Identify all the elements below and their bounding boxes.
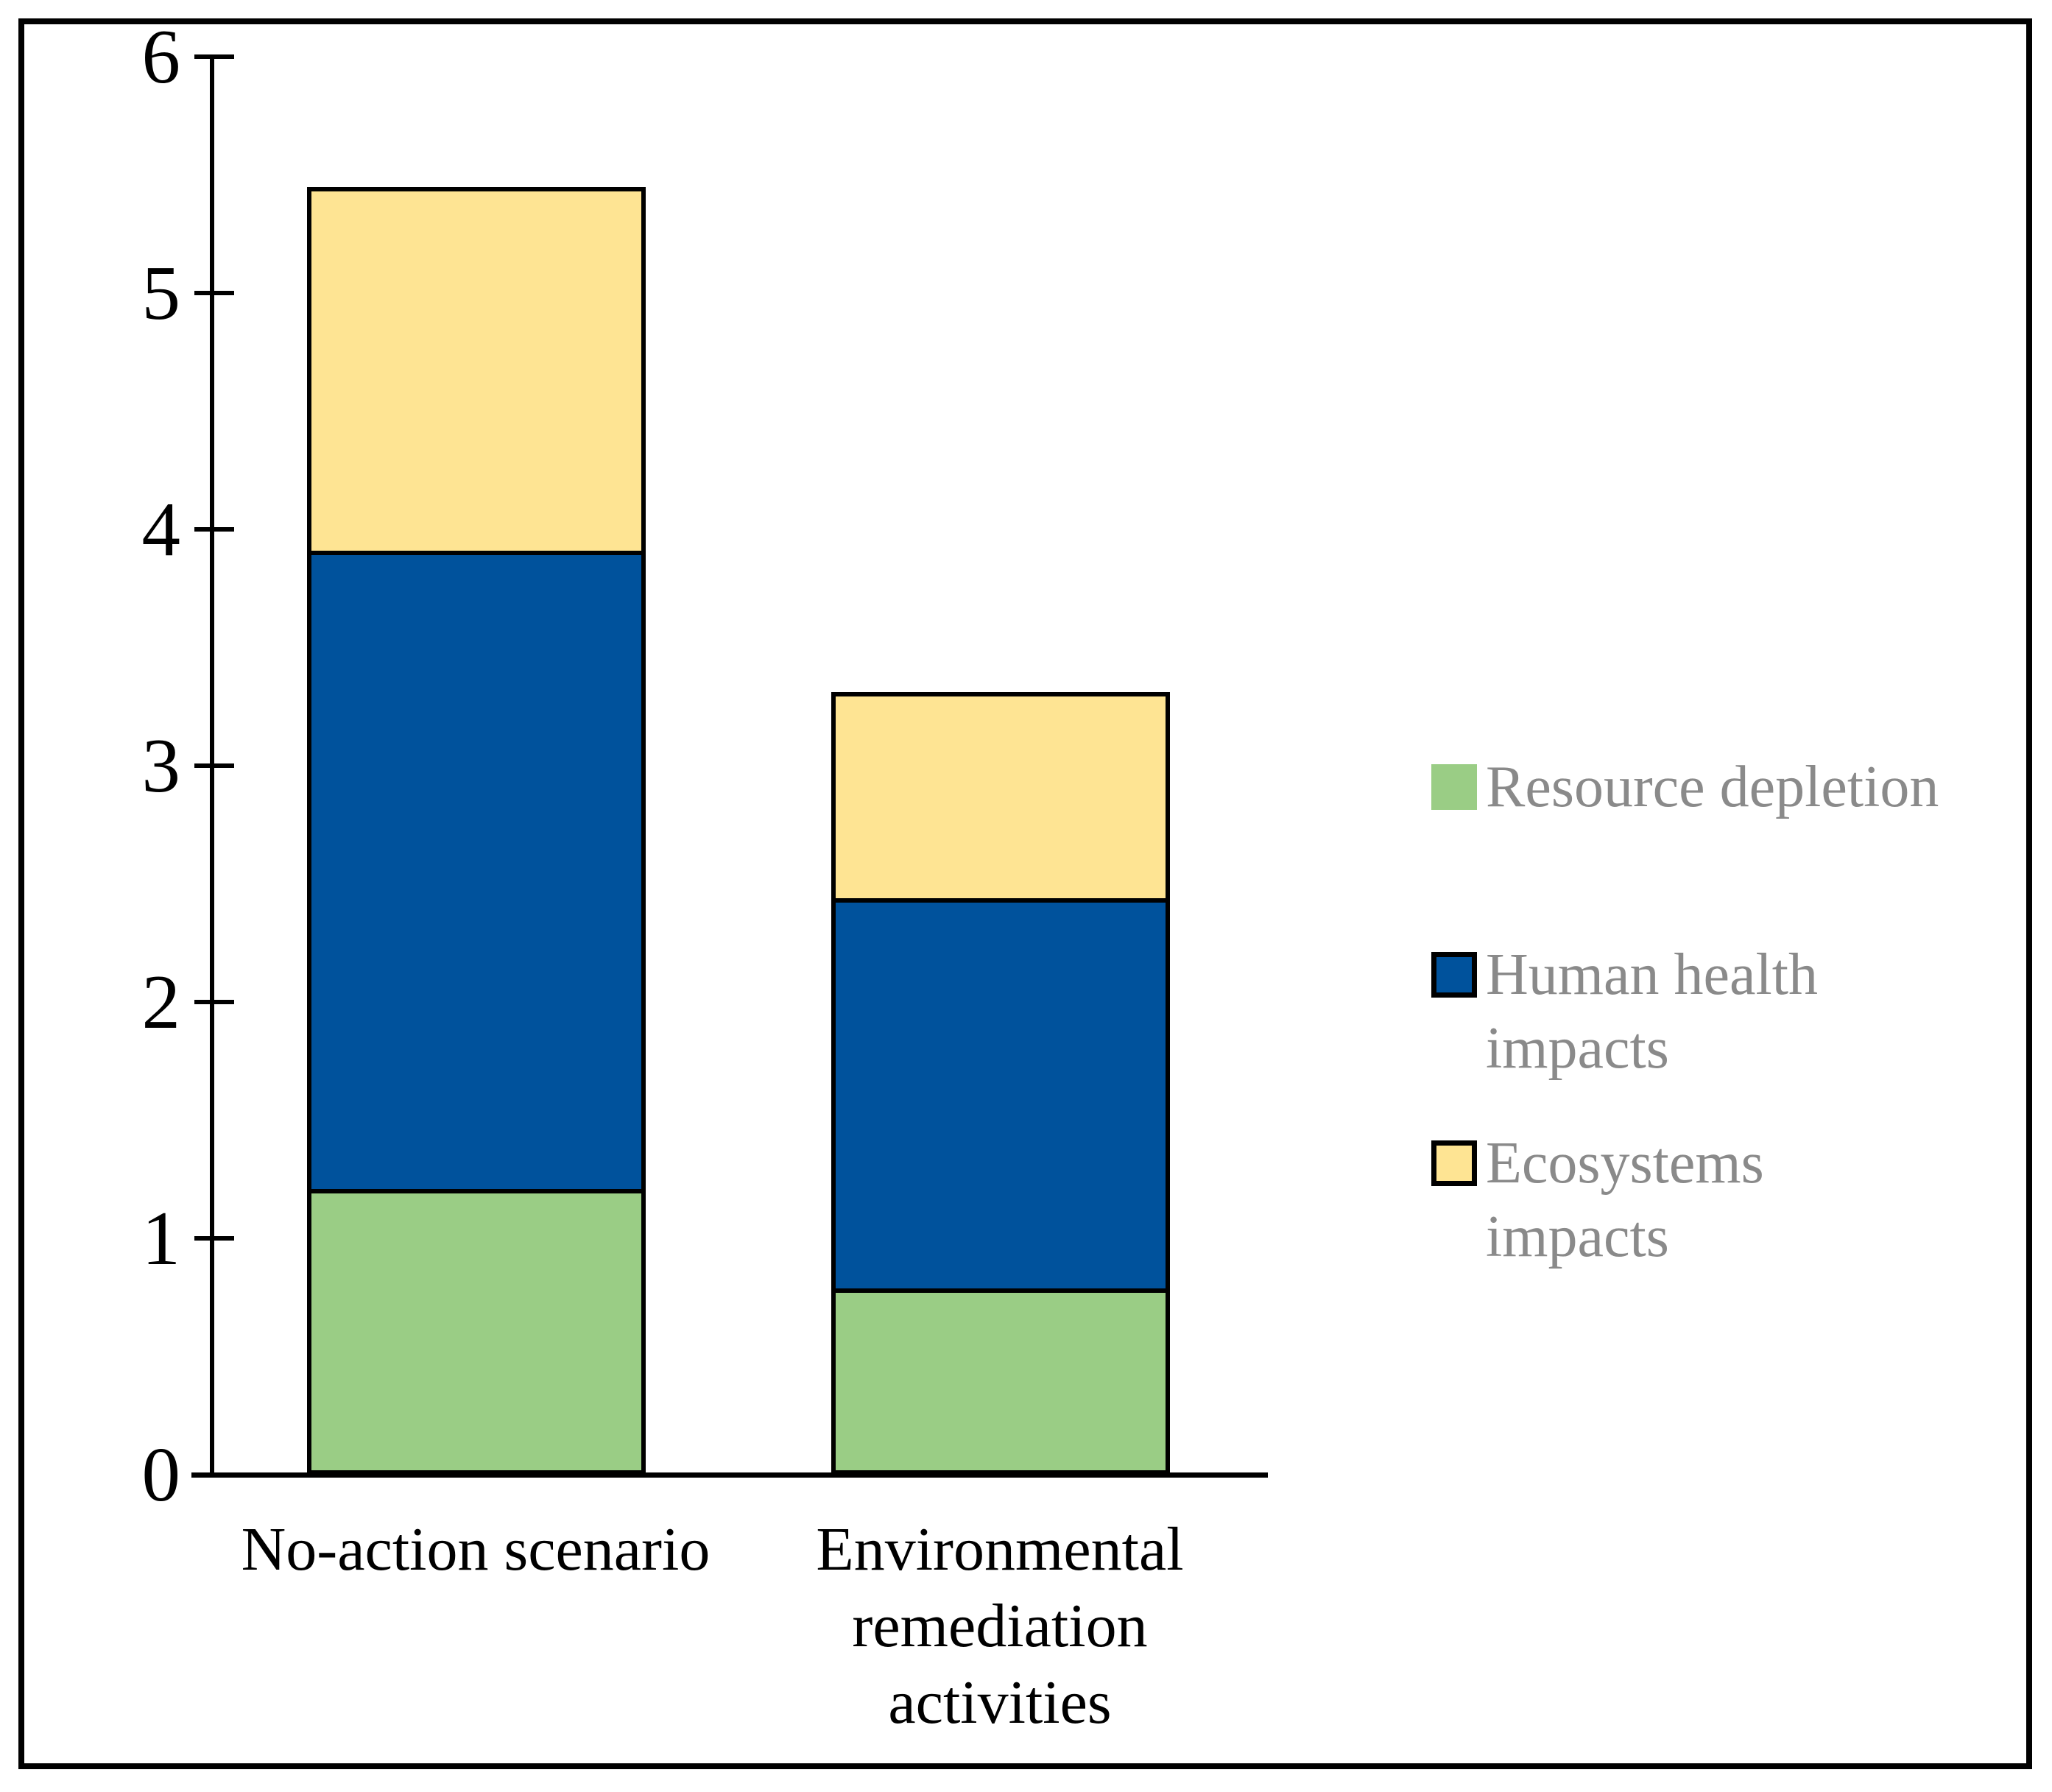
legend-label-ecosystems-impacts: Ecosystems impacts — [1486, 1131, 1764, 1269]
bar-segment-human-health-impacts — [307, 553, 646, 1191]
bar-segment-separator — [307, 551, 646, 556]
bar-outline — [831, 692, 1170, 1475]
legend-entry-human-health-impacts: Human health impacts — [1431, 938, 1928, 1085]
y-axis-tick — [194, 527, 234, 532]
y-axis-tick — [194, 1000, 234, 1004]
y-tick-label: 1 — [141, 1195, 181, 1281]
legend-swatch-resource-depletion — [1431, 764, 1477, 810]
bar-segment-separator — [831, 897, 1170, 903]
y-axis-tick — [194, 291, 234, 295]
category-label-environmental-remediation-activities: Environmental remediation activities — [816, 1515, 1184, 1737]
y-axis-tick — [194, 763, 234, 768]
bar-outline — [307, 186, 646, 1475]
y-tick-label: 4 — [141, 486, 181, 572]
bar-segment-ecosystems-impacts — [831, 692, 1170, 900]
legend-entry-ecosystems-impacts: Ecosystems impacts — [1431, 1126, 1928, 1274]
y-axis-tick — [194, 54, 234, 59]
x-axis-line — [191, 1472, 1268, 1478]
y-tick-label: 5 — [141, 250, 181, 336]
bar-segment-human-health-impacts — [831, 900, 1170, 1291]
legend-label-resource-depletion: Resource depletion — [1486, 755, 1939, 819]
legend-swatch-ecosystems-impacts — [1431, 1140, 1477, 1186]
legend-swatch-human-health-impacts — [1431, 952, 1477, 998]
category-label-no-action-scenario: No-action scenario — [241, 1515, 711, 1584]
legend-label-human-health-impacts: Human health impacts — [1486, 942, 1818, 1081]
bar-segment-resource-depletion — [831, 1290, 1170, 1475]
y-tick-label: 0 — [141, 1431, 181, 1517]
y-tick-label: 2 — [141, 959, 181, 1045]
figure-border — [18, 18, 2032, 1769]
y-tick-label: 6 — [141, 13, 181, 99]
bar-segment-separator — [831, 1288, 1170, 1293]
bar-segment-separator — [307, 1188, 646, 1193]
bar-segment-resource-depletion — [307, 1190, 646, 1475]
bar-segment-ecosystems-impacts — [307, 186, 646, 554]
legend-entry-resource-depletion: Resource depletion — [1431, 750, 2052, 824]
y-axis-tick — [194, 1236, 234, 1241]
y-tick-label: 3 — [141, 722, 181, 808]
